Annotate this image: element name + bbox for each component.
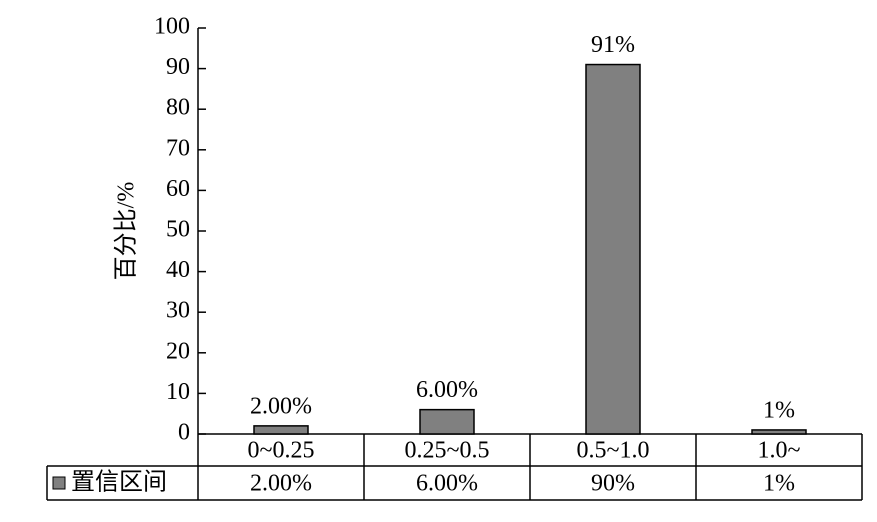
legend-swatch <box>52 476 66 490</box>
y-tick-label: 0 <box>178 420 190 446</box>
bar <box>585 63 641 435</box>
y-tick-label: 10 <box>166 379 190 405</box>
data-label: 6.00% <box>416 377 478 403</box>
y-tick-label: 30 <box>166 298 190 324</box>
table-cell: 90% <box>591 471 635 497</box>
y-tick-label: 40 <box>166 257 190 283</box>
y-tick-label: 50 <box>166 217 190 243</box>
y-tick-label: 20 <box>166 338 190 364</box>
x-tick-label: 0.5~1.0 <box>577 438 650 464</box>
y-tick-label: 100 <box>154 14 190 40</box>
bar <box>253 425 309 435</box>
x-tick-label: 0.25~0.5 <box>405 438 490 464</box>
y-axis-label: 百分比/% <box>113 182 140 281</box>
data-label: 2.00% <box>250 393 312 419</box>
bar <box>419 408 475 435</box>
data-label: 91% <box>591 32 635 58</box>
y-tick-label: 60 <box>166 176 190 202</box>
y-tick-label: 80 <box>166 95 190 121</box>
y-tick-label: 90 <box>166 54 190 80</box>
data-label: 1% <box>763 397 795 423</box>
table-cell: 2.00% <box>250 471 312 497</box>
table-cell: 6.00% <box>416 471 478 497</box>
y-tick-label: 70 <box>166 135 190 161</box>
bar <box>751 429 807 435</box>
legend-label: 置信区间 <box>71 469 167 496</box>
x-tick-label: 0~0.25 <box>248 438 315 464</box>
table-cell: 1% <box>763 471 795 497</box>
x-tick-label: 1.0~ <box>758 438 801 464</box>
